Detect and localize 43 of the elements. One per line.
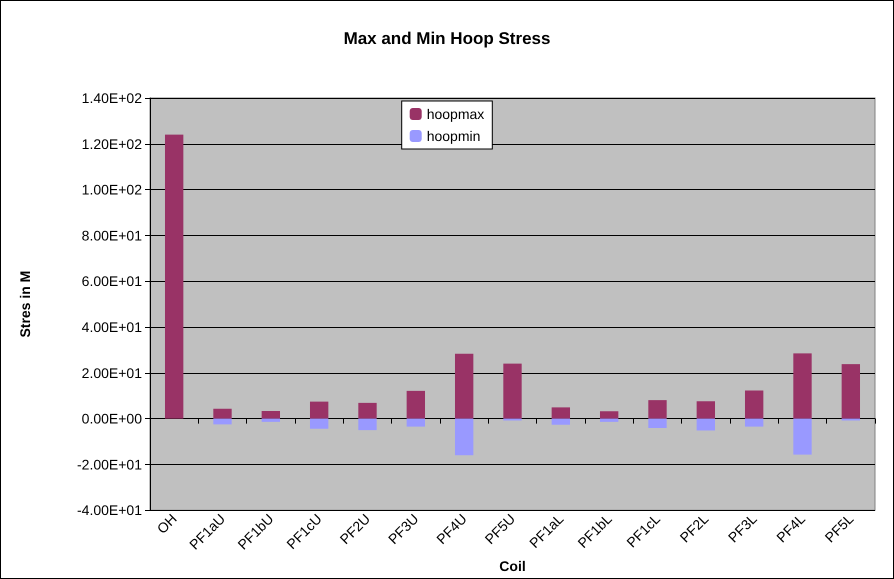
bar [503,364,522,419]
y-tick-label: 1.00E+02 [82,182,142,198]
bar [696,401,716,419]
bar [213,418,232,424]
bar [600,411,618,419]
bar [310,418,328,429]
bar [696,418,716,431]
y-tick-label: 8.00E+01 [82,227,142,244]
bar [406,418,426,427]
y-tick-label: 4.00E+01 [82,319,142,336]
bar [164,134,184,419]
y-tick-label: 6.00E+01 [82,273,142,290]
bar [648,400,667,419]
y-tick-label: 2.00E+01 [82,364,142,381]
bar [406,390,426,419]
bar [454,354,474,419]
bar [744,390,764,419]
chart-title: Max and Min Hoop Stress [344,29,550,48]
bar [648,418,667,428]
legend-label: hoopmin [426,128,480,144]
bar [262,411,280,419]
y-tick-label: -4.00E+01 [77,502,142,518]
bar [358,402,377,419]
x-tick-label: OH [154,510,180,537]
y-tick-label: -2.00E+01 [77,456,142,472]
bar [793,418,812,455]
legend-label: hoopmax [426,106,484,122]
bar [310,402,328,419]
y-axis-title: Stres in M [17,270,33,338]
x-axis-title: Coil [499,558,526,574]
bar [213,408,232,419]
bar [842,364,860,419]
bar [793,353,812,419]
bar [552,407,570,419]
bar [744,418,764,427]
y-tick-label: 1.20E+02 [82,136,142,152]
y-tick-label: 0.00E+00 [82,410,142,427]
bar [262,418,280,422]
y-tick-label: 1.40E+02 [82,90,142,106]
bar [552,418,570,425]
bar [454,418,474,456]
bar [358,418,377,430]
bar [600,418,618,422]
